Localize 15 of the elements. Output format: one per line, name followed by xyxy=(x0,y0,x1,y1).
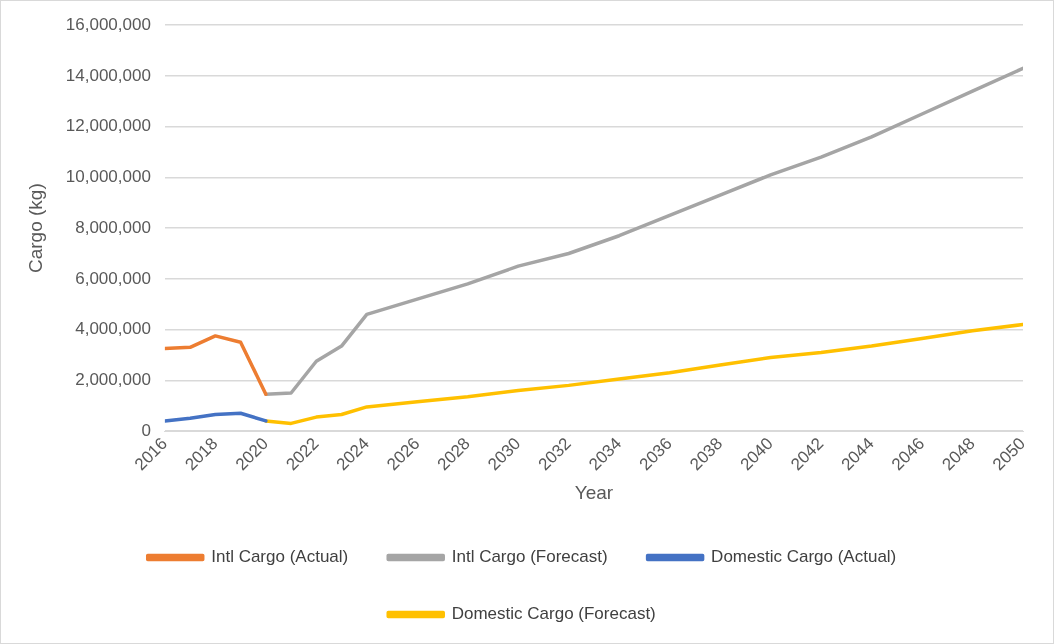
y-tick-label: 4,000,000 xyxy=(75,319,151,339)
y-tick-label: 8,000,000 xyxy=(75,217,151,237)
y-tick-label: 14,000,000 xyxy=(65,65,151,85)
y-tick-label: 16,000,000 xyxy=(65,14,151,34)
y-tick-label: 12,000,000 xyxy=(65,116,151,136)
legend-label: Domestic Cargo (Forecast) xyxy=(451,604,656,624)
y-tick-label: 2,000,000 xyxy=(75,369,151,389)
legend-label: Intl Cargo (Actual) xyxy=(211,547,349,567)
legend-label: Domestic Cargo (Actual) xyxy=(711,547,897,567)
y-tick-label: 0 xyxy=(141,420,151,440)
x-axis-title: Year xyxy=(574,481,614,503)
y-tick-label: 6,000,000 xyxy=(75,268,151,288)
y-axis-title: Cargo (kg) xyxy=(24,183,46,273)
legend-label: Intl Cargo (Forecast) xyxy=(451,547,608,567)
y-tick-label: 10,000,000 xyxy=(65,167,151,187)
